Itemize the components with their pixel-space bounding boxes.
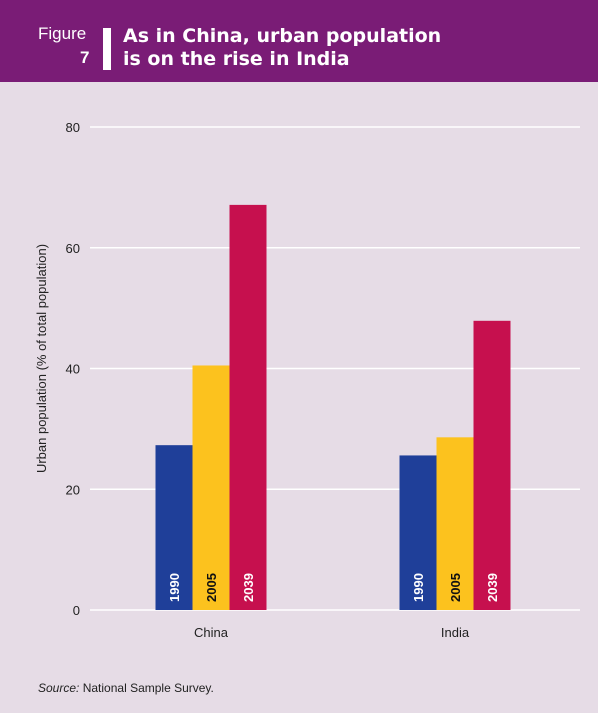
chart-title-line-2: is on the rise in India bbox=[123, 48, 350, 70]
bar-label-china-1990: 1990 bbox=[167, 573, 182, 602]
figure-label: Figure bbox=[38, 24, 87, 43]
bar-china-2005 bbox=[192, 365, 230, 610]
x-tick-label-india: India bbox=[441, 625, 470, 640]
bar-label-india-2039: 2039 bbox=[485, 573, 500, 602]
bar-label-china-2039: 2039 bbox=[241, 573, 256, 602]
bar-label-india-2005: 2005 bbox=[448, 573, 463, 602]
bar-china-1990 bbox=[155, 445, 193, 610]
y-tick-label-80: 80 bbox=[66, 120, 80, 135]
y-tick-label-40: 40 bbox=[66, 362, 80, 377]
y-tick-label-60: 60 bbox=[66, 241, 80, 256]
y-tick-label-20: 20 bbox=[66, 482, 80, 497]
bar-india-1990 bbox=[399, 455, 437, 610]
bar-chart: 0 20 40 60 80 Urban population (% of total po… bbox=[34, 120, 580, 640]
source-text: National Sample Survey. bbox=[82, 681, 214, 695]
bar-china-2039 bbox=[229, 204, 267, 610]
source-note: Source: National Sample Survey. bbox=[38, 681, 214, 695]
figure-header: Figure 7 As in China, urban population i… bbox=[0, 0, 598, 82]
bar-label-india-1990: 1990 bbox=[411, 573, 426, 602]
bar-india-2005 bbox=[436, 437, 474, 610]
source-label: Source: bbox=[38, 681, 80, 695]
y-axis-label: Urban population (% of total population) bbox=[34, 244, 49, 473]
bar-india-2039 bbox=[473, 320, 511, 610]
bar-label-china-2005: 2005 bbox=[204, 573, 219, 602]
x-tick-label-china: China bbox=[194, 625, 229, 640]
figure-number: 7 bbox=[80, 48, 90, 67]
chart-title-line-1: As in China, urban population bbox=[123, 25, 442, 47]
chart-area: 0 20 40 60 80 Urban population (% of total po… bbox=[0, 82, 598, 672]
header-accent-bar bbox=[103, 28, 111, 70]
y-tick-label-0: 0 bbox=[73, 603, 80, 618]
